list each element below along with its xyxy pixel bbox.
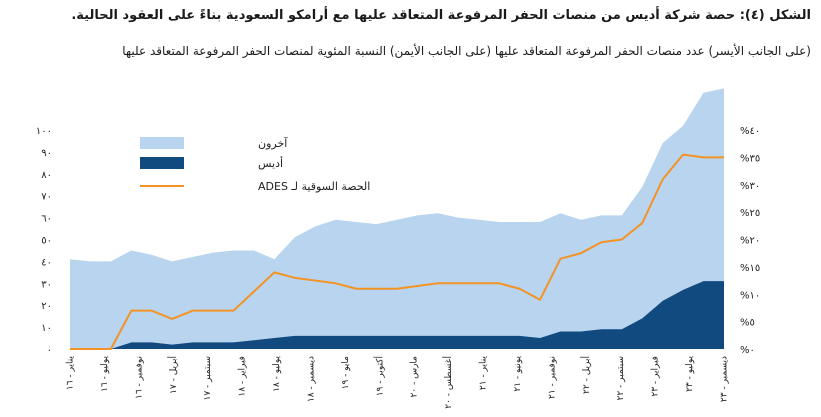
right-axis: %٠ %٥ %١٠ %١٥ %٢٠ %٢٥ %٣٠ %٣٥ %٤٠ [740,126,760,356]
x-tick-label: نوفمبر - ٢١ [547,356,557,399]
right-tick-label: %١٥ [740,263,760,274]
left-tick-label: ٩٠ [41,148,52,159]
right-tick-label: %٠ [740,345,755,356]
right-tick-label: %٥ [740,318,755,329]
x-axis: يناير - ١٦ يوليو - ١٦ نوفمبر - ١٦ أبريل - ١… [66,356,730,409]
right-tick-label: %١٠ [740,290,760,301]
left-axis: ٠ ١٠ ٢٠ ٣٠ ٤٠ ٥٠ ٦٠ ٧٠ ٨٠ ٩٠ ١٠٠ [36,126,52,356]
x-tick-label: يوليو - ١٦ [100,356,110,392]
left-tick-label: ١٠٠ [36,126,52,137]
left-tick-label: ٣٠ [41,279,52,290]
x-tick-label: نوفمبر - ١٦ [134,356,144,399]
legend-item-market-share: الحصة السوقية لـ ADES [140,180,370,193]
x-tick-label: مايو - ١٩ [341,356,351,390]
legend: آخرون أديس الحصة السوقية لـ ADES [140,136,370,193]
x-tick-label: يوليو - ٢٣ [685,356,695,392]
x-tick-label: أغسطس - ٢٠ [442,356,454,409]
x-tick-label: سبتمبر - ٢٢ [616,356,626,401]
left-tick-label: ١٠ [41,323,52,334]
legend-item-others: آخرون [140,136,288,150]
right-tick-label: %٢٥ [740,208,760,219]
right-tick-label: %٣٥ [740,153,760,164]
x-tick-label: سبتمبر - ١٧ [203,356,213,401]
left-tick-label: ٠ [47,345,52,356]
x-tick-label: مارس - ٢٠ [410,356,420,398]
x-tick-label: ديسمبر - ١٨ [306,356,316,402]
right-tick-label: %٢٠ [740,236,760,247]
legend-label: آخرون [258,136,288,150]
x-tick-label: يوليو - ١٨ [272,356,282,392]
figure-title: الشكل (٤): حصة شركة أديس من منصات الحفر … [11,8,811,23]
x-tick-label: فبراير - ٢٣ [651,356,661,397]
left-tick-label: ٦٠ [41,214,52,225]
series-area-ades [70,281,724,349]
figure-title-text: حصة شركة أديس من منصات الحفر المرفوعة ال… [71,8,736,23]
right-tick-label: %٣٠ [740,181,760,192]
x-tick-label: ديسمبر - ٢٣ [720,356,730,402]
left-tick-label: ٢٠ [41,301,52,312]
x-tick-label: أبريل - ١٧ [167,356,179,394]
left-tick-label: ٧٠ [41,192,52,203]
series-line-market-share [70,153,724,350]
x-tick-label: فبراير - ١٨ [238,356,248,397]
x-tick-label: يناير - ٢١ [479,356,489,391]
left-tick-label: ٨٠ [41,170,52,181]
legend-label: أديس [258,156,283,170]
legend-swatch [140,137,184,149]
legend-label: الحصة السوقية لـ ADES [258,180,370,193]
legend-swatch [140,157,184,169]
figure-label: الشكل (٤): [739,8,811,23]
right-tick-label: %٤٠ [740,126,760,137]
x-tick-label: أكتوبر - ١٩ [373,356,385,396]
x-tick-label: يونيو - ٢١ [513,356,523,392]
legend-item-ades: أديس [140,156,283,170]
left-tick-label: ٤٠ [41,257,52,268]
area-layer [70,88,724,349]
x-tick-label: يناير - ١٦ [66,356,76,391]
figure-subtitle: (على الجانب الأيسر) عدد منصات الحفر المر… [122,44,811,58]
line-layer [70,153,724,350]
x-tick-label: أبريل - ٢٢ [580,356,592,394]
left-tick-label: ٥٠ [41,236,52,247]
series-area-others [70,88,724,349]
